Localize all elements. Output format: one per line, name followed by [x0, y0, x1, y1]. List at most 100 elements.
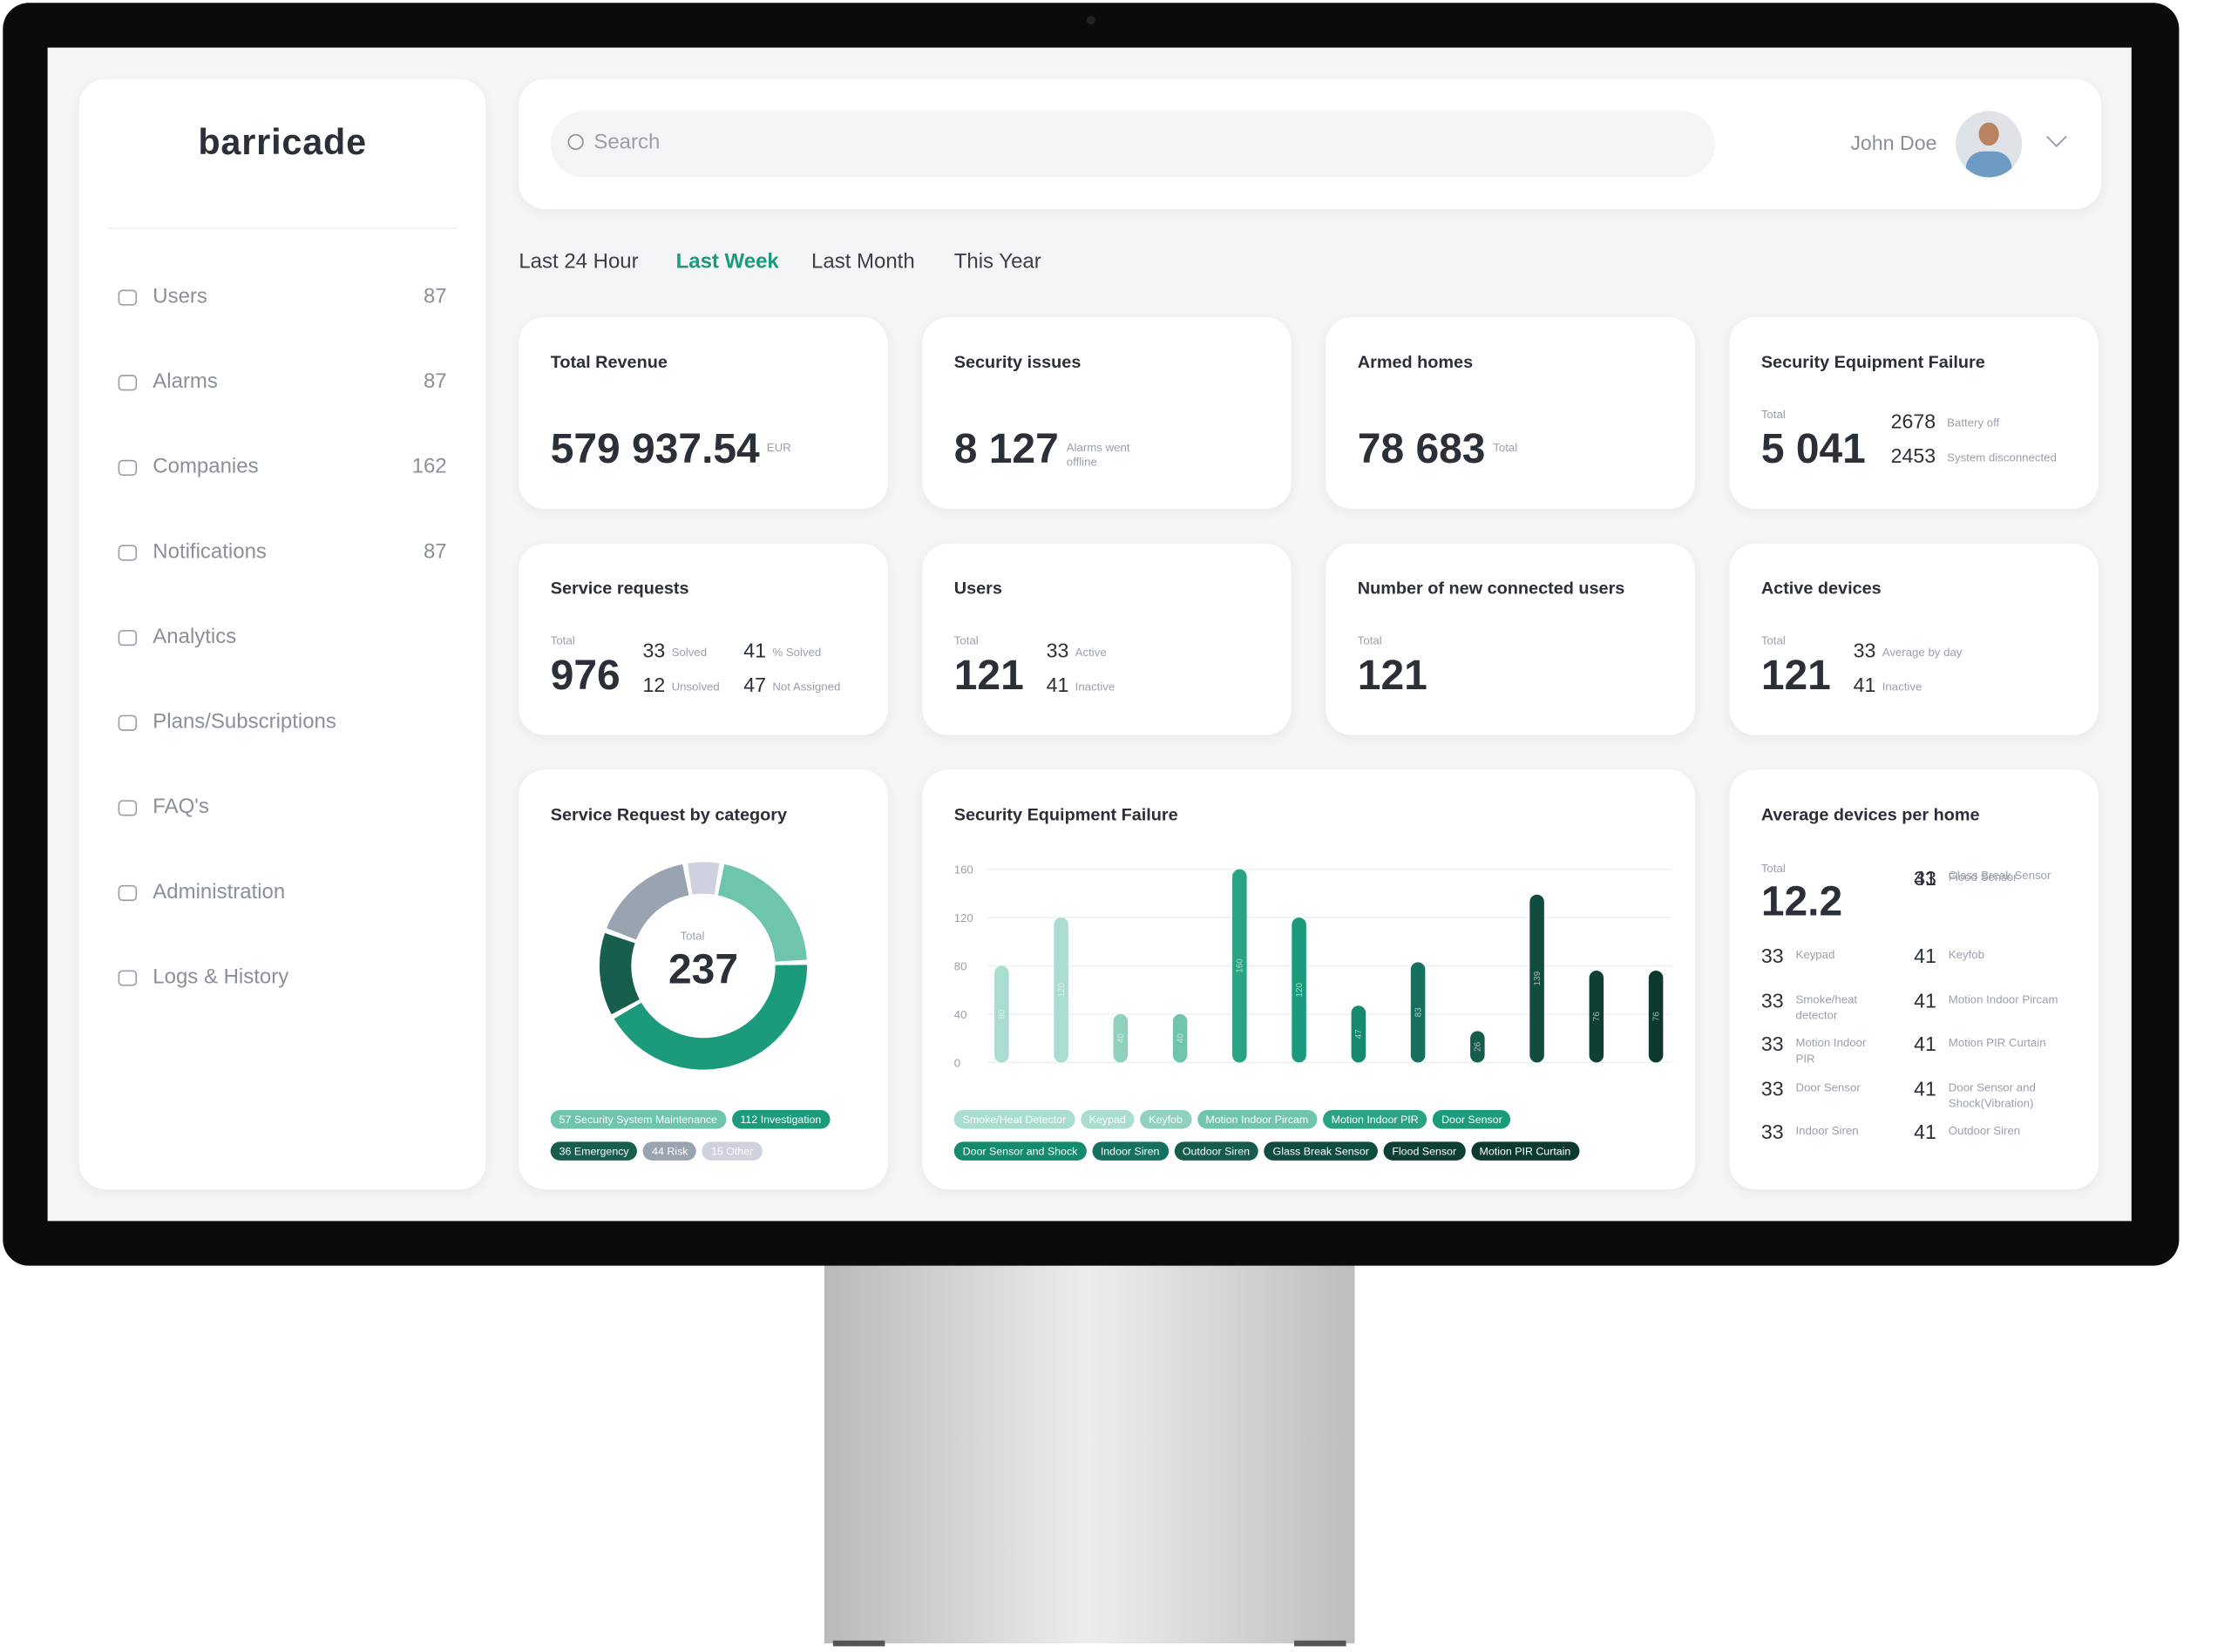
device-label: Indoor Siren: [1795, 1124, 1859, 1138]
legend-value: 36: [559, 1144, 572, 1158]
device-label: Motion Indoor PIR: [1795, 1036, 1867, 1066]
legend-chip[interactable]: 36 Emergency: [550, 1141, 638, 1161]
total-label: Total: [1357, 633, 1382, 647]
total-label: Total: [1760, 408, 1786, 422]
bar: [1113, 1013, 1129, 1063]
device-label: Glass Break Sensor: [1948, 869, 2051, 883]
nav-item[interactable]: Users 87: [118, 286, 447, 315]
legend-value: 57: [559, 1113, 572, 1127]
bar: [1648, 971, 1664, 1063]
stat-card: Security Equipment Failure Total 5 041 2678…: [1729, 316, 2099, 510]
card-value: 12.2: [1760, 879, 1843, 926]
bar-value-label: 83: [1414, 1007, 1423, 1018]
total-label: Total: [953, 633, 979, 647]
bar-value-label: 76: [1651, 1012, 1661, 1022]
legend-chip[interactable]: Keypad: [1080, 1109, 1135, 1129]
nav-label: Plans/Subscriptions: [153, 710, 336, 735]
nav-label: Companies: [153, 455, 259, 479]
legend-chip[interactable]: Outdoor Siren: [1173, 1141, 1259, 1161]
card-title: Users: [953, 578, 1002, 599]
card-value: 579 937.54: [550, 426, 760, 473]
nav-item[interactable]: Administration: [118, 880, 447, 910]
legend-chip[interactable]: Glass Break Sensor: [1264, 1141, 1378, 1161]
legend-chip[interactable]: 57 Security System Maintenance: [550, 1109, 726, 1129]
legend-label: Security System Maintenance: [573, 1113, 717, 1127]
legend-value: 15: [710, 1144, 723, 1158]
y-tick-label: 160: [954, 863, 973, 877]
period-tab[interactable]: Last Week: [675, 250, 779, 274]
card-value: 78 683: [1357, 426, 1486, 473]
stat-label: Unsolved: [671, 680, 720, 694]
bar-value-label: 40: [1176, 1033, 1185, 1044]
card-unit: Total: [1493, 441, 1518, 455]
bar-value-label: 139: [1533, 971, 1543, 985]
stat-value: 33: [642, 638, 666, 662]
nav-item[interactable]: Alarms 87: [118, 370, 447, 399]
nav-label: Alarms: [153, 370, 218, 394]
nav-icon: [118, 375, 138, 391]
nav-label: Notifications: [153, 540, 267, 564]
nav-icon: [118, 289, 138, 306]
period-tab[interactable]: Last Month: [811, 250, 915, 274]
device-count: 41: [1914, 1076, 1936, 1100]
stat-label: % Solved: [772, 646, 822, 660]
search-placeholder: Search: [593, 131, 661, 155]
legend-chip[interactable]: Indoor Siren: [1091, 1141, 1169, 1161]
nav-icon: [118, 884, 138, 902]
avatar[interactable]: [1956, 111, 2023, 178]
nav-item[interactable]: Plans/Subscriptions: [118, 710, 447, 740]
device-count: 33: [1914, 866, 1936, 890]
legend-chip[interactable]: Smoke/Heat Detector: [953, 1109, 1075, 1129]
legend-chip[interactable]: Keyfob: [1140, 1109, 1191, 1129]
bar-value-label: 76: [1592, 1012, 1602, 1022]
bar: [1351, 1005, 1366, 1063]
bar-value-label: 26: [1474, 1041, 1483, 1052]
card-value: 5 041: [1760, 426, 1866, 473]
stat-value: 12: [642, 673, 666, 697]
legend-chip[interactable]: Door Sensor and Shock: [953, 1141, 1087, 1161]
legend-chip[interactable]: 44 Risk: [643, 1141, 697, 1161]
legend-chip[interactable]: Motion Indoor PIR: [1322, 1109, 1427, 1129]
legend-chip[interactable]: Motion Indoor Pircam: [1197, 1109, 1318, 1129]
legend-chip[interactable]: 112 Investigation: [731, 1109, 831, 1129]
nav-label: Administration: [153, 880, 286, 904]
nav-item[interactable]: FAQ's: [118, 796, 447, 824]
stat-label: Battery off: [1947, 416, 2000, 430]
bar-card: Security Equipment Failure 0 40 80 120 160 80 1…: [922, 769, 1695, 1189]
nav-icon: [118, 714, 138, 731]
device-count: 33: [1760, 988, 1784, 1012]
period-tab[interactable]: Last 24 Hour: [519, 250, 639, 274]
legend-value: 112: [740, 1113, 758, 1127]
nav-item[interactable]: Companies 162: [118, 455, 447, 484]
avg-devices-card: Average devices per home Total 12.2 41 Flood…: [1729, 769, 2099, 1189]
bar: [1054, 917, 1068, 1063]
bar: [1470, 1031, 1485, 1063]
header: Search John Doe: [519, 78, 2102, 209]
nav-icon: [118, 630, 138, 647]
card-title: Armed homes: [1357, 351, 1474, 372]
stat-label: Solved: [671, 646, 708, 660]
legend-chip[interactable]: Flood Sensor: [1383, 1141, 1466, 1161]
bar-value-label: 40: [1116, 1033, 1126, 1044]
device-label: Smoke/heat detector: [1795, 992, 1858, 1022]
stat-value: 41: [743, 638, 767, 662]
legend-chip[interactable]: Door Sensor: [1433, 1109, 1511, 1129]
chart-title: Security Equipment Failure: [953, 804, 1178, 825]
nav-item[interactable]: Logs & History: [118, 966, 447, 995]
user-menu-chevron[interactable]: [2046, 126, 2067, 147]
search-box[interactable]: Search: [550, 111, 1715, 178]
stat-card: Number of new connected users Total 121: [1326, 543, 1695, 735]
stat-card: Armed homes 78 683 Total: [1326, 316, 1695, 510]
device-count: 41: [1914, 944, 1936, 968]
period-tab[interactable]: This Year: [953, 250, 1041, 274]
legend-chip[interactable]: Motion PIR Curtain: [1470, 1141, 1580, 1161]
card-title: Security issues: [953, 351, 1082, 372]
bar: [994, 965, 1009, 1063]
legend-chip[interactable]: 15 Other: [702, 1141, 763, 1161]
nav-item[interactable]: Analytics: [118, 626, 447, 654]
legend-value: 44: [652, 1144, 664, 1158]
nav-item[interactable]: Notifications 87: [118, 540, 447, 569]
total-label: Total: [1760, 633, 1786, 647]
chart-title: Service Request by category: [550, 804, 788, 825]
